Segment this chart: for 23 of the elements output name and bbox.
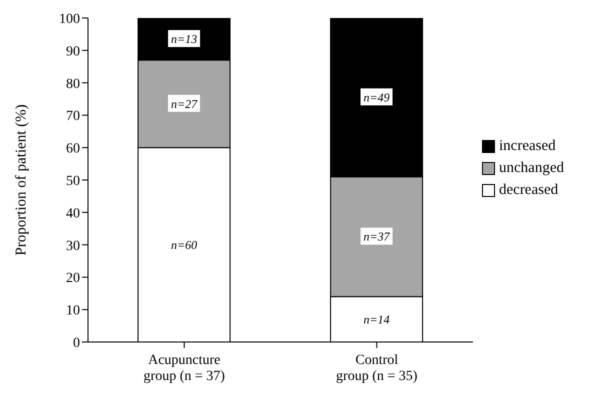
y-tick-label: 10 xyxy=(66,304,80,319)
y-tick-label: 30 xyxy=(66,238,80,254)
y-tick-label: 70 xyxy=(66,109,80,124)
y-tick-label: 0 xyxy=(73,336,80,351)
y-tick-label: 80 xyxy=(66,76,80,92)
data-label: n=49 xyxy=(363,90,390,104)
data-label: n=27 xyxy=(170,96,198,111)
y-tick-label: 90 xyxy=(66,44,80,60)
data-label: n=14 xyxy=(363,312,390,326)
data-label: n=60 xyxy=(170,238,198,252)
y-tick-label: 50 xyxy=(66,174,80,189)
x-tick-label: Control group (n = 35) xyxy=(336,353,418,384)
y-tick-label: 100 xyxy=(59,12,80,27)
legend-label: increased xyxy=(499,138,556,155)
data-label: n=13 xyxy=(170,32,198,46)
y-tick-label: 20 xyxy=(66,271,80,286)
data-label: n=37 xyxy=(363,230,391,244)
y-axis-title: Proportion of patient (%) xyxy=(13,104,30,256)
legend-label: unchanged xyxy=(499,160,564,177)
y-tick-label: 40 xyxy=(66,206,80,222)
legend-label: decreased xyxy=(499,182,558,199)
x-tick-label: Acupuncture group (n = 37) xyxy=(144,353,226,384)
y-tick-label: 60 xyxy=(66,142,80,157)
